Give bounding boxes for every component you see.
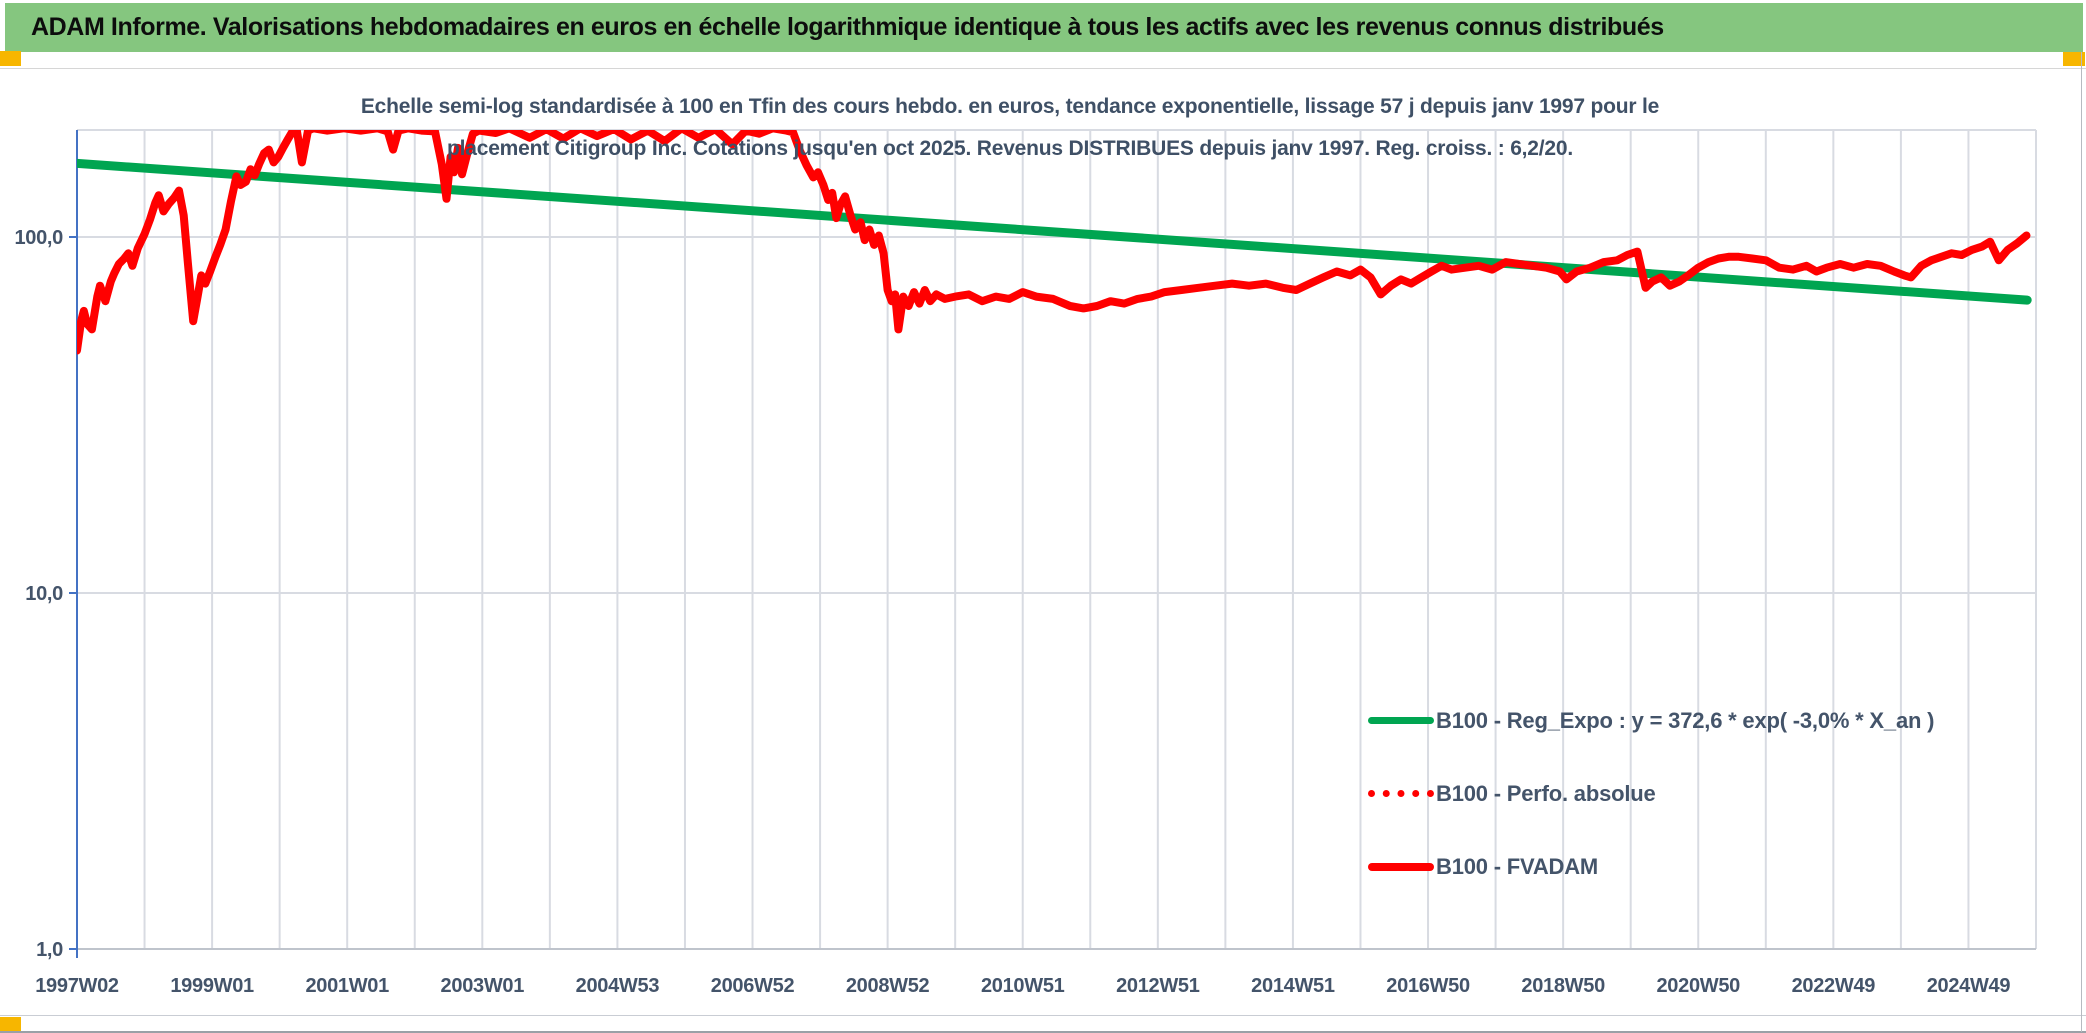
corner-marker-top-left [0,51,21,66]
series-reg-expo [77,158,2032,305]
chart-legend: B100 - Reg_Expo : y = 372,6 * exp( -3,0%… [1368,684,1934,903]
x-tick-label: 2012W51 [1116,975,1200,997]
chart-panel-bottom-border [0,1015,2086,1016]
series-fvadam [77,130,2031,355]
legend-swatch-green-solid-icon [1368,717,1434,724]
legend-item-perfo-absolue: B100 - Perfo. absolue [1368,757,1934,830]
x-tick-label: 2006W52 [711,975,795,997]
x-tick-label: 2024W49 [1927,975,2011,997]
corner-marker-top-right [2063,52,2085,66]
legend-label-reg-expo: B100 - Reg_Expo : y = 372,6 * exp( -3,0%… [1436,707,1935,733]
row-divider-top [0,68,2086,69]
x-tick-label: 2022W49 [1792,975,1876,997]
legend-label-perfo-absolue: B100 - Perfo. absolue [1436,780,1656,806]
chart-title-line1: Echelle semi-log standardisée à 100 en T… [360,95,1660,118]
legend-item-reg-expo: B100 - Reg_Expo : y = 372,6 * exp( -3,0%… [1368,684,1934,757]
series-group [77,130,2032,355]
y-tick-label: 1,0 [36,939,63,961]
x-tick-label: 2020W50 [1656,975,1740,997]
y-tick-label: 10,0 [25,583,63,605]
legend-swatch-red-dotted-icon [1368,790,1434,797]
legend-label-fvadam: B100 - FVADAM [1436,853,1599,879]
y-tick-label: 100,0 [14,227,63,249]
header-bar: ADAM Informe. Valorisations hebdomadaire… [5,3,2083,52]
x-tick-label: 2004W53 [576,975,660,997]
x-tick-label: 2008W52 [846,975,930,997]
corner-marker-bottom-left [0,1017,21,1032]
x-tick-label: 1999W01 [170,975,254,997]
right-border [2081,52,2082,1032]
page-bottom-border [0,1031,2086,1033]
x-tick-label: 1997W02 [35,975,119,997]
legend-item-fvadam: B100 - FVADAM [1368,830,1934,903]
chart-title: Echelle semi-log standardisée à 100 en T… [30,86,1990,170]
x-tick-label: 2010W51 [981,975,1065,997]
x-tick-label: 2018W50 [1521,975,1605,997]
x-tick-label: 2016W50 [1386,975,1470,997]
x-tick-label: 2014W51 [1251,975,1335,997]
chart-title-line2: placement Citigroup Inc. Cotations jusqu… [446,137,1574,160]
header-title: ADAM Informe. Valorisations hebdomadaire… [31,13,1664,41]
x-tick-label: 2001W01 [305,975,389,997]
x-tick-label: 2003W01 [441,975,525,997]
legend-swatch-red-solid-icon [1368,862,1434,871]
